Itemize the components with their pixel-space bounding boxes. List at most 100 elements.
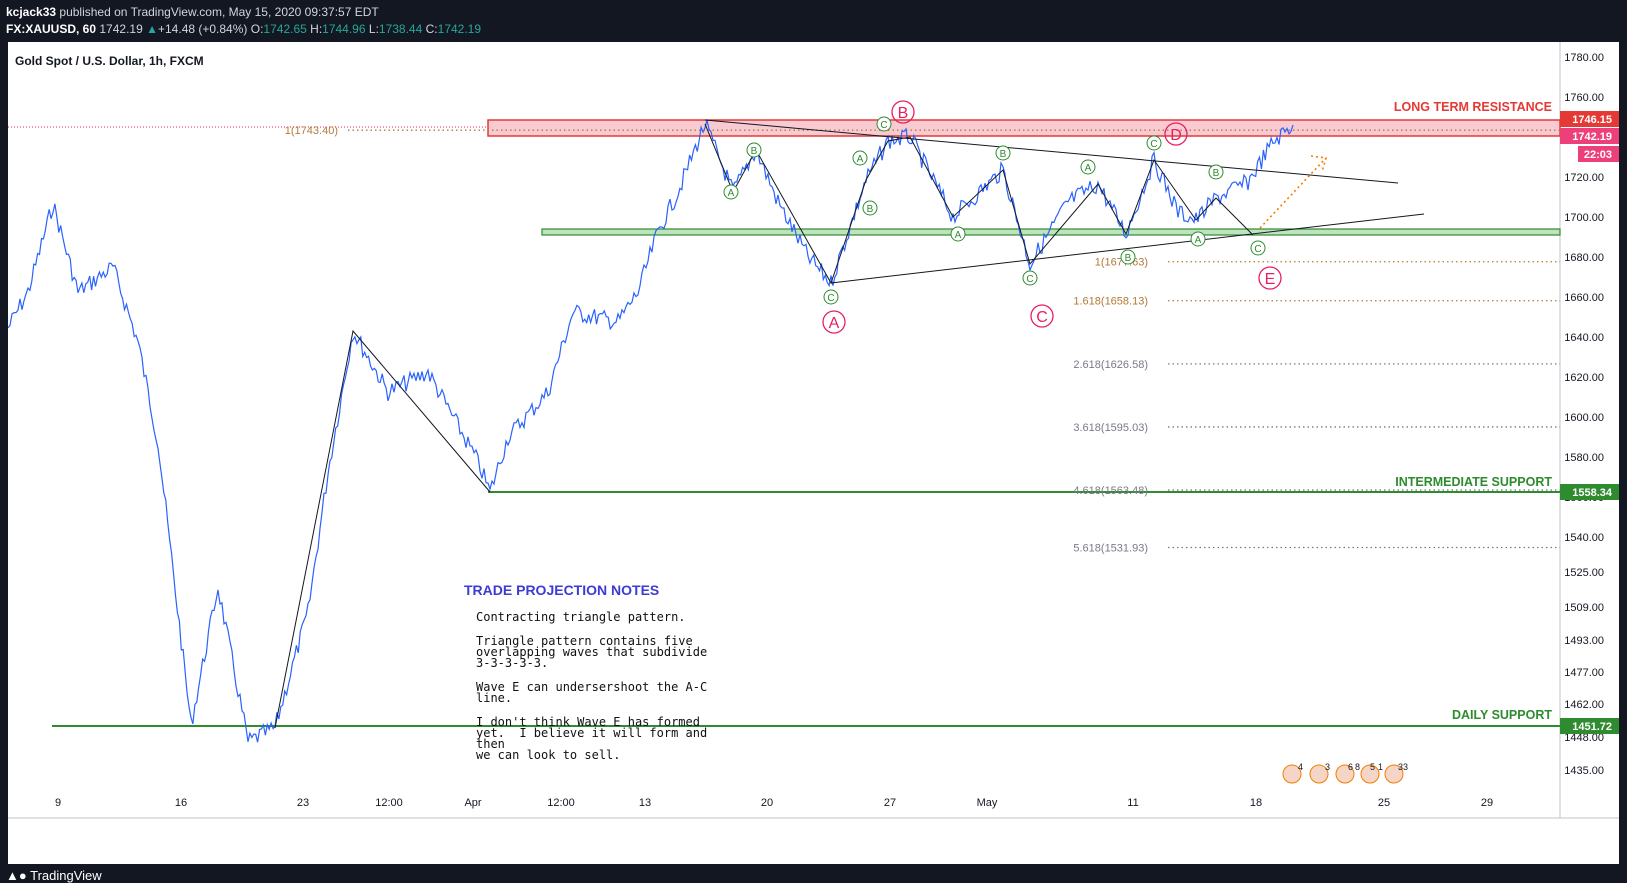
fib-level-label: 1.618(1658.13) — [1073, 296, 1148, 308]
resistance-badge-text: 1746.15 — [1572, 114, 1612, 126]
subwave-circle-icon — [950, 226, 966, 242]
subwave-letter: B — [1213, 168, 1220, 179]
wave-lines — [704, 123, 1254, 285]
price-tick-label: 1720.00 — [1564, 172, 1604, 184]
subwave-letter: A — [1195, 235, 1202, 246]
last-price: 1742.19 — [99, 22, 143, 36]
subwave-label-b: B — [1208, 164, 1224, 180]
subwave-circle-icon — [746, 142, 762, 158]
wave-circle-icon — [891, 100, 915, 124]
pattern-lines — [274, 119, 1425, 729]
projection-arrow-head-icon — [1310, 155, 1328, 173]
subwave-letter: C — [880, 120, 887, 131]
footer-bar: ▲● TradingView — [0, 864, 1627, 883]
tradingview-logo[interactable]: ▲● TradingView — [6, 868, 102, 883]
projection-arrow — [1259, 157, 1327, 229]
price-tick-label: 1780.00 — [1564, 52, 1604, 64]
chart-area[interactable]: Gold Spot / U.S. Dollar, 1h, FXCM 1780.0… — [7, 42, 1619, 864]
fib-level-label: 2.618(1626.58) — [1073, 359, 1148, 371]
wave-letter: E — [1265, 271, 1276, 288]
time-tick-label: 29 — [1481, 797, 1493, 809]
last-price-badge — [1560, 128, 1619, 144]
subwave-circle-icon — [823, 289, 839, 305]
price-tick-label: 1760.00 — [1564, 92, 1604, 104]
price-series — [7, 119, 1294, 743]
symbol-name[interactable]: FX:XAUUSD, 60 — [6, 22, 97, 36]
event-count: 4 — [1298, 762, 1303, 772]
time-tick-label: 9 — [55, 797, 61, 809]
published-text: published on TradingView.com, May 15, 20… — [59, 5, 379, 19]
price-tick-label: 1580.00 — [1564, 452, 1604, 464]
change-value: +14.48 (+0.84%) — [158, 22, 248, 36]
daily-support-label: DAILY SUPPORT — [1452, 708, 1552, 722]
resistance-zone — [487, 119, 1561, 137]
subwave-circle-icon — [862, 200, 878, 216]
event-count: 33 — [1398, 762, 1408, 772]
subwave-circle-icon — [1250, 240, 1266, 256]
wave-letter: B — [898, 105, 909, 122]
subwave-letter: C — [1254, 244, 1261, 255]
high-label: H: — [310, 22, 323, 36]
low-label: L: — [368, 22, 379, 36]
subwave-letter: B — [751, 146, 758, 157]
last-price-badge-text: 1742.19 — [1572, 131, 1612, 143]
price-tick-label: 1448.00 — [1564, 732, 1604, 744]
subwave-circle-icon — [1022, 270, 1038, 286]
notes-title: TRADE PROJECTION NOTES — [464, 582, 660, 598]
wave-letter: D — [1170, 127, 1182, 144]
subwave-circle-icon — [995, 145, 1011, 161]
event-flag-icon — [1360, 764, 1380, 784]
price-tick-label: 1600.00 — [1564, 412, 1604, 424]
price-tick-label: 1462.00 — [1564, 699, 1604, 711]
change-arrow-icon: ▲ — [146, 22, 158, 36]
price-tick-label: 1435.00 — [1564, 765, 1604, 777]
subwave-label-a: A — [950, 226, 966, 242]
wave-label-b: B — [891, 100, 915, 124]
time-scale: 9 16 23 12:00 Apr 12:00 13 20 27 May 11 18 25 29 — [55, 797, 1493, 809]
wave-circle-icon — [1164, 122, 1188, 146]
price-chart[interactable]: 1780.001760.001740.001720.001700.001680.… — [7, 42, 1619, 864]
subwave-letter: B — [1000, 149, 1007, 160]
chart-title: Gold Spot / U.S. Dollar, 1h, FXCM — [15, 54, 204, 68]
resistance-badge — [1560, 111, 1619, 127]
subwave-circle-icon — [876, 116, 892, 132]
event-flag-icon — [1384, 764, 1404, 784]
event-count: 3 — [1325, 762, 1330, 772]
price-tick-label: 1509.00 — [1564, 602, 1604, 614]
fib-level-label: 4.618(1563.48) — [1073, 485, 1148, 497]
price-tick-label: 1477.00 — [1564, 667, 1604, 679]
event-count: 5 — [1370, 762, 1375, 772]
ohlc-line: FX:XAUUSD, 60 1742.19 ▲+14.48 (+0.84%) O… — [6, 22, 481, 36]
event-flag-icon — [1309, 764, 1329, 784]
countdown-badge-text: 22:03 — [1584, 149, 1612, 161]
notes-paragraph-4: I don't think Wave E has formed yet. I b… — [476, 715, 708, 762]
event-flag-icon — [1335, 764, 1355, 784]
impulse-lines — [274, 329, 491, 729]
subwave-label-b: B — [995, 145, 1011, 161]
subwave-label-c: C — [1022, 270, 1038, 286]
daily-badge-text: 1451.72 — [1572, 721, 1612, 733]
wave-letter: C — [1036, 309, 1048, 326]
high-value: 1744.96 — [322, 22, 366, 36]
subwave-circle-icon — [1120, 249, 1136, 265]
wave-circle-icon — [1030, 304, 1054, 328]
price-scale: 1780.001760.001740.001720.001700.001680.… — [1564, 52, 1604, 777]
wave-label-e: E — [1258, 266, 1282, 290]
intermediate-support-label: INTERMEDIATE SUPPORT — [1395, 475, 1552, 489]
event-count: 6 — [1348, 762, 1353, 772]
open-label: O: — [250, 22, 264, 36]
time-tick-label: 16 — [175, 797, 187, 809]
author-name[interactable]: kcjack33 — [6, 5, 57, 19]
publish-info: kcjack33 published on TradingView.com, M… — [6, 5, 379, 19]
time-tick-label: Apr — [464, 797, 481, 809]
subwave-label-a: A — [852, 150, 868, 166]
fib-level-label: 5.618(1531.93) — [1073, 543, 1148, 555]
triangle-lower-line — [830, 213, 1425, 284]
price-tick-label: 1540.00 — [1564, 532, 1604, 544]
price-tick-label: 1660.00 — [1564, 292, 1604, 304]
subwave-letter: B — [867, 204, 874, 215]
tradingview-logo-icon: ▲● — [6, 868, 27, 883]
subwave-label-c: C — [1146, 135, 1162, 151]
subwave-circle-icon — [1190, 231, 1206, 247]
